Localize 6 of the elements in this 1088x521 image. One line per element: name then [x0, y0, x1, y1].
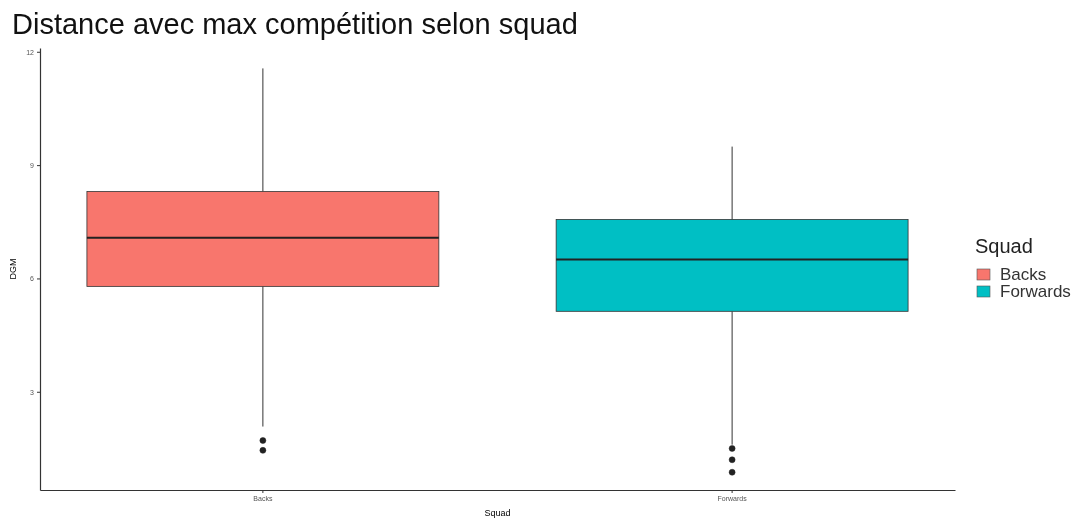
x-axis-title: Squad: [484, 508, 511, 518]
legend-label: Backs: [1000, 265, 1047, 284]
legend-title: Squad: [975, 235, 1033, 257]
y-axis-title: DGM: [8, 258, 18, 280]
chart-title: Distance avec max compétition selon squad: [12, 8, 578, 40]
legend-label: Forwards: [1000, 282, 1071, 301]
